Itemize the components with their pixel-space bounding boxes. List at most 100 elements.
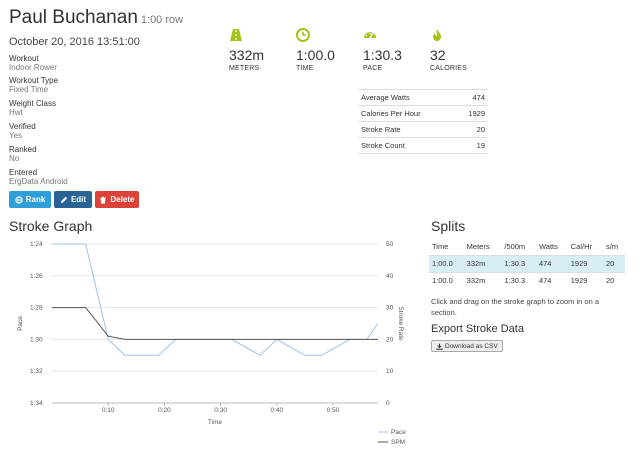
stat-label: METERS (229, 65, 260, 72)
speedometer-icon (364, 32, 376, 39)
table-cell: 1929 (567, 271, 604, 289)
meta-label-entered: Entered (9, 168, 38, 177)
table-row: Average Watts 474 (358, 89, 488, 106)
stat-time: 1:00.0 TIME (296, 28, 335, 72)
average-value: 474 (454, 89, 488, 106)
table-cell: 1929 (567, 254, 604, 272)
stat-value: 1:00.0 (296, 47, 335, 63)
meta-label-verified: Verified (9, 122, 36, 131)
workout-date: October 20, 2016 13:51:00 (9, 36, 140, 48)
rank-button-label: Rank (25, 195, 46, 204)
y-right-tick-label: 30 (386, 305, 394, 312)
column-header: Watts (538, 241, 558, 251)
table-cell: 1:00.0 (429, 254, 464, 272)
rank-button[interactable]: Rank (9, 191, 51, 208)
column-header: Cal/Hr (570, 241, 593, 251)
average-value: 20 (454, 121, 488, 138)
y-right-tick-label: 0 (386, 400, 390, 407)
pace-series-line (52, 243, 379, 356)
x-tick-label: 0:30 (214, 407, 227, 414)
table-cell: 332m (463, 271, 502, 289)
table-cell: 20 (603, 254, 625, 272)
edit-button-label: Edit (70, 195, 87, 204)
average-value: 19 (454, 137, 488, 154)
averages-table: Average Watts 474 Calories Per Hour 1929 S… (358, 89, 488, 154)
average-label: Stroke Rate (358, 121, 455, 138)
y-left-tick-label: 1:26 (30, 273, 43, 280)
table-header-row: Time Meters /500m Watts Cal/Hr s/m (429, 238, 625, 255)
table-cell: 20 (603, 271, 625, 289)
average-label: Calories Per Hour (358, 105, 455, 122)
x-tick-label: 0:20 (158, 407, 171, 414)
table-row[interactable]: 1:00.0 332m 1:30.3 474 1929 20 (429, 271, 625, 289)
splits-table: Time Meters /500m Watts Cal/Hr s/m 1:00.… (429, 238, 625, 289)
y-left-tick-label: 1:28 (30, 305, 43, 312)
x-tick-label: 0:40 (270, 407, 283, 414)
x-tick-label: 0:50 (327, 407, 340, 414)
average-label: Average Watts (358, 89, 455, 106)
legend-pace-label: Pace (391, 429, 406, 436)
stat-calories: 32 CALORIES (430, 28, 467, 72)
stat-label: CALORIES (430, 65, 467, 72)
flame-icon (433, 29, 441, 41)
column-header: s/m (606, 241, 619, 251)
splits-title: Splits (431, 218, 466, 234)
y-right-tick-label: 40 (386, 273, 394, 280)
table-cell: 474 (535, 271, 568, 289)
stroke-graph[interactable]: 1:24 1:26 1:28 1:30 1:32 1:34 50 40 30 20 10 0 0:10 0… (0, 234, 420, 452)
export-title: Export Stroke Data (431, 323, 524, 335)
y-left-tick-label: 1:30 (30, 336, 43, 343)
meta-label-workout-type: Workout Type (9, 76, 59, 85)
edit-button[interactable]: Edit (54, 191, 92, 208)
meta-value-verified: Yes (9, 131, 23, 140)
y-right-tick-label: 20 (386, 336, 394, 343)
legend-spm-label: SPM (391, 439, 405, 446)
table-row: Stroke Rate 20 (358, 121, 488, 138)
column-header: Meters (466, 241, 490, 251)
table-row[interactable]: 1:00.0 332m 1:30.3 474 1929 20 (429, 254, 625, 272)
trash-icon (100, 196, 107, 204)
globe-icon (15, 195, 23, 204)
road-icon (230, 29, 242, 41)
meta-value-workout: Indoor Rower (9, 63, 58, 72)
clock-icon (296, 28, 310, 42)
download-csv-button[interactable]: Download as CSV (431, 340, 503, 352)
y-right-axis-label: Stroke Rate (397, 306, 404, 341)
spm-series-line (52, 307, 378, 340)
table-cell: 1:00.0 (429, 271, 464, 289)
stroke-graph-title: Stroke Graph (9, 218, 93, 234)
y-left-tick-label: 1:32 (30, 368, 43, 375)
y-left-tick-label: 1:24 (30, 241, 43, 248)
table-cell: 1:30.3 (501, 254, 536, 272)
x-tick-label: 0:10 (102, 407, 115, 414)
meta-value-entered: ErgData Android (9, 177, 68, 186)
download-csv-label: Download as CSV (445, 342, 498, 350)
download-icon (436, 343, 443, 350)
meta-label-weight-class: Weight Class (9, 99, 56, 108)
y-right-tick-label: 50 (386, 241, 394, 248)
meta-value-workout-type: Fixed Time (9, 85, 49, 94)
meta-label-workout: Workout (9, 54, 39, 63)
column-header: Time (432, 241, 449, 251)
page-title: Paul Buchanan 1:00 row (9, 7, 183, 29)
y-right-tick-label: 10 (386, 368, 394, 375)
table-cell: 1:30.3 (501, 271, 536, 289)
athlete-name: Paul Buchanan (9, 7, 138, 28)
stat-label: PACE (363, 65, 383, 72)
stat-value: 1:30.3 (363, 47, 402, 63)
stat-value: 332m (229, 47, 265, 63)
average-value: 1929 (454, 105, 488, 122)
delete-button-label: Delete (110, 195, 135, 204)
table-row: Stroke Count 19 (358, 137, 488, 154)
table-row: Calories Per Hour 1929 (358, 105, 488, 122)
workout-subtitle: 1:00 row (140, 14, 184, 26)
zoom-hint: Click and drag on the stroke graph to zo… (431, 297, 600, 317)
x-axis-label: Time (208, 419, 223, 426)
stat-label: TIME (296, 65, 314, 72)
stat-meters: 332m METERS (229, 28, 264, 72)
table-cell: 332m (463, 254, 502, 272)
meta-value-weight-class: Hwt (9, 108, 23, 117)
delete-button[interactable]: Delete (95, 191, 139, 208)
column-header: /500m (504, 241, 526, 251)
meta-value-ranked: No (9, 154, 20, 163)
